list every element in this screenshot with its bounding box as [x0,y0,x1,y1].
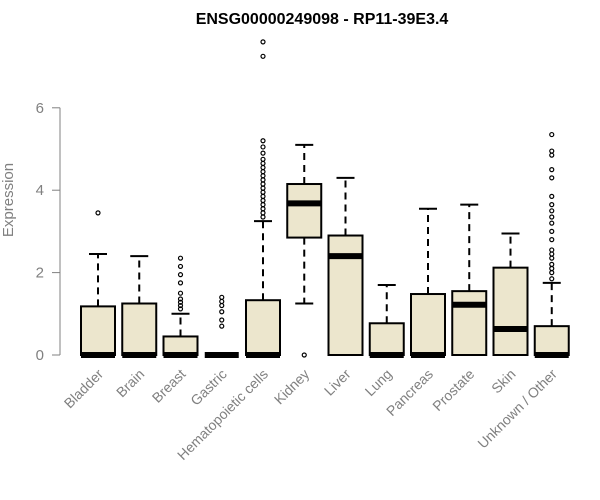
outlier-point [219,298,225,305]
box-group [533,131,570,358]
box-group [286,143,323,358]
box-group [368,283,405,358]
outlier-point [219,323,225,329]
outlier-point [549,265,555,272]
y-axis-label: Expression [0,163,17,237]
x-category-label: Liver [321,366,354,399]
box [410,293,446,356]
x-category-label: Lung [362,366,395,399]
x-category-label: Bladder [61,366,107,412]
y-tick-label: 0 [36,347,44,364]
x-category-label: Breast [149,366,189,406]
outlier-point [301,352,307,358]
outlier-point [260,39,266,45]
chart-title: ENSG00000249098 - RP11-39E3.4 [196,11,449,28]
outlier-point [260,169,266,175]
outlier-point [549,131,555,138]
outlier-point [177,299,184,305]
box-group [327,176,364,357]
outlier-point [549,152,555,158]
outlier-point [260,181,266,187]
y-tick-label: 2 [36,265,44,282]
outlier-point [549,270,555,276]
outlier-point [549,208,555,214]
boxes-layer [80,39,570,358]
outlier-point [260,189,266,195]
outlier-point [260,202,266,208]
outlier-point [260,214,266,220]
box-group [492,232,529,357]
outlier-point [260,206,266,212]
outlier-point [549,228,555,234]
box [80,305,116,357]
outlier-point [549,261,555,267]
outlier-point [260,53,266,59]
x-category-label: Skin [488,366,519,397]
outlier-point [219,294,225,300]
outlier-point [177,290,184,296]
outlier-point [549,148,555,154]
outlier-point [177,263,184,270]
y-axis: 0 2 4 6 [36,100,61,364]
outlier-point [260,193,266,199]
outlier-point [260,177,266,183]
box [245,299,281,357]
outlier-point [177,255,184,261]
outlier-point [549,167,555,173]
box-group [162,255,199,358]
outlier-point [260,150,266,156]
outlier-point [260,144,266,150]
box [286,183,323,239]
outlier-point [219,317,225,323]
outlier-point [260,173,266,179]
outlier-point [177,296,184,302]
outlier-point [260,156,266,162]
x-category-label: Brain [113,366,147,400]
box [451,290,488,357]
outlier-point [260,164,266,171]
box-group [204,294,239,358]
box-group [410,207,446,358]
outlier-point [549,255,555,261]
x-category-label: Kidney [271,366,313,408]
outlier-point [260,185,266,191]
box [368,322,405,356]
outlier-point [549,175,555,181]
outlier-point [549,202,555,208]
outlier-point [177,302,184,309]
outlier-point [260,210,266,216]
outlier-point [177,272,184,278]
box [533,325,570,357]
box-group [245,39,281,358]
outlier-point [549,214,555,220]
y-tick-label: 4 [36,182,44,199]
outlier-point [219,302,225,309]
box [492,266,529,357]
outlier-point [549,193,555,199]
outlier-point [549,220,555,226]
outlier-point [177,306,184,312]
outlier-point [260,138,266,144]
outlier-point [260,197,266,204]
y-tick-label: 6 [36,100,44,117]
outlier-point [549,251,555,257]
x-category-label: Prostate [429,366,477,414]
box-group [451,203,488,357]
box-group [121,255,158,358]
outlier-point [549,276,555,282]
outlier-point [95,210,101,216]
outlier-point [219,309,225,315]
box [121,302,158,356]
outlier-point [549,247,555,253]
outlier-point [177,280,184,286]
outlier-point [549,237,555,243]
outlier-point [260,160,266,167]
box-group [80,210,116,358]
